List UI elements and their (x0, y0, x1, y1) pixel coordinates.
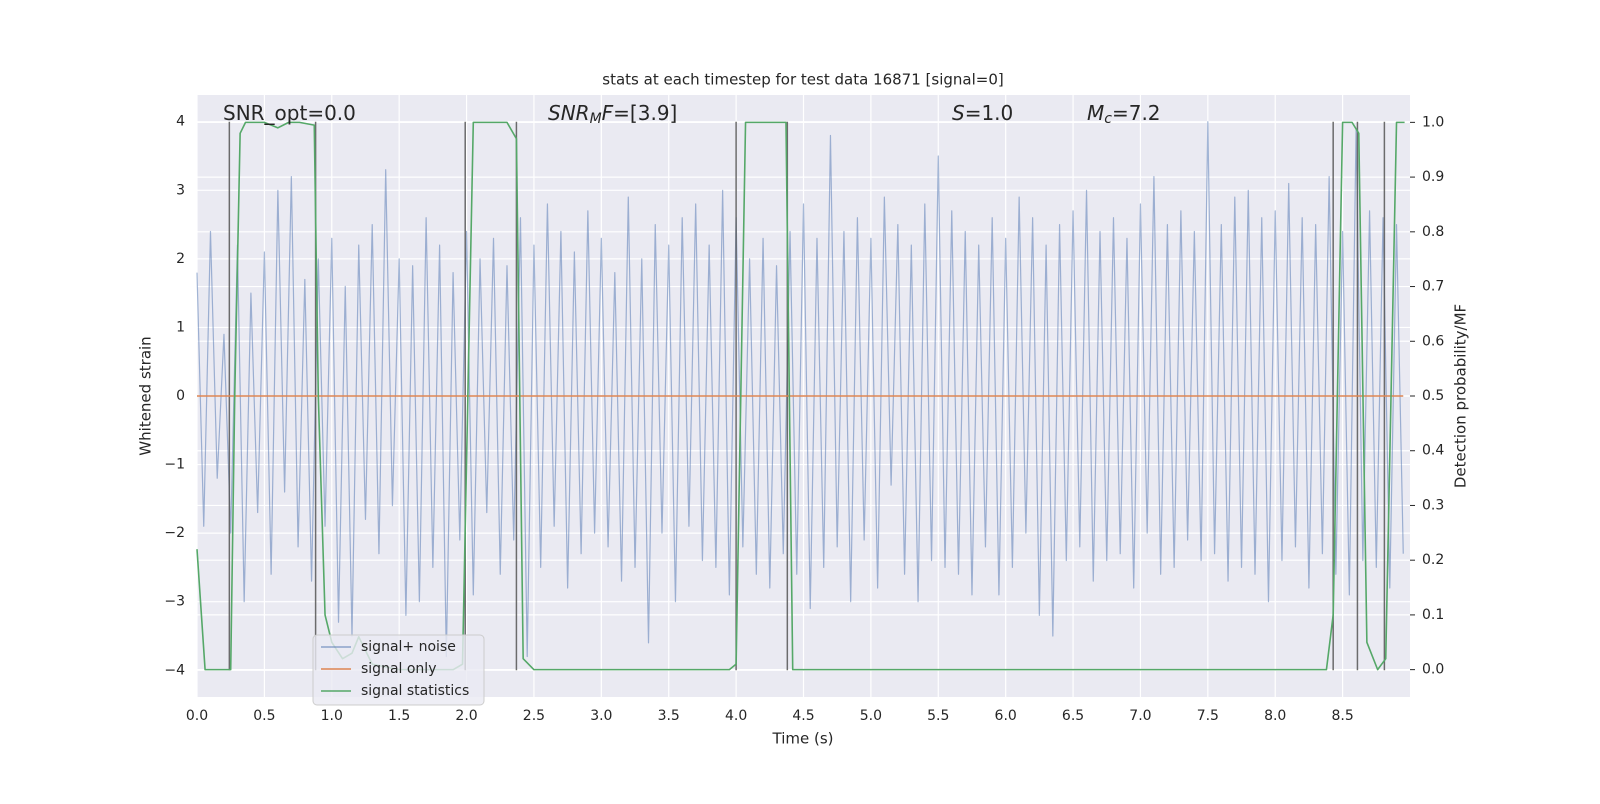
annotation-part: =1.0 (965, 101, 1014, 125)
x-tick-label: 7.0 (1129, 708, 1151, 724)
annotation-part: SNR_opt=0.0 (223, 101, 356, 125)
x-tick-label: 8.0 (1264, 708, 1286, 724)
y2-tick-label: 0.3 (1422, 497, 1444, 513)
y-tick-label: 3 (176, 182, 185, 198)
y-tick-label: 0 (176, 388, 185, 404)
y-tick-label: −4 (164, 662, 185, 678)
y2-tick-label: 0.7 (1422, 279, 1444, 295)
legend-label: signal only (361, 661, 436, 677)
y2-tick-label: 0.4 (1422, 443, 1444, 459)
x-tick-label: 8.5 (1331, 708, 1353, 724)
y2-tick-label: 0.9 (1422, 169, 1444, 185)
x-tick-label: 5.0 (860, 708, 882, 724)
x-tick-label: 2.5 (523, 708, 545, 724)
x-tick-label: 4.0 (725, 708, 747, 724)
series-line (196, 121, 1405, 671)
legend-label: signal statistics (361, 683, 469, 699)
x-tick-label: 2.0 (455, 708, 477, 724)
y2-tick-label: 0.0 (1422, 662, 1444, 678)
x-tick-label: 1.5 (388, 708, 410, 724)
x-tick-label: 3.5 (658, 708, 680, 724)
y2-tick-label: 0.2 (1422, 552, 1444, 568)
x-tick-label: 0.5 (253, 708, 275, 724)
y2-tick-label: 0.6 (1422, 333, 1444, 349)
annotation: S=1.0 (952, 101, 1013, 125)
y-tick-label: −1 (164, 457, 185, 473)
chart-title: stats at each timestep for test data 168… (602, 71, 1003, 89)
annotation-part: =7.2 (1112, 101, 1161, 125)
x-tick-label: 4.5 (792, 708, 814, 724)
marks (196, 121, 1405, 671)
y2-tick-label: 1.0 (1422, 114, 1444, 130)
legend-box (312, 634, 485, 706)
y-tick-label: 2 (176, 251, 185, 267)
y-tick-label: −2 (164, 525, 185, 541)
annotation-part: SNR (548, 101, 590, 125)
x-tick-label: 3.0 (590, 708, 612, 724)
y-axis-label: Whitened strain (137, 336, 155, 455)
x-tick-label: 0.0 (186, 708, 208, 724)
legend-label: signal+ noise (361, 639, 456, 655)
annotation-part: S (952, 101, 965, 125)
annotation-part: F (602, 101, 614, 125)
annotation-part: M (1087, 101, 1104, 125)
annotation: SNR_opt=0.0 (223, 101, 356, 125)
axes: 0.0 0.5 1.0 1.5 2.0 2.5 3.0 3.5 4.0 4.5 5.0 5.5 6.0 6… (164, 101, 1444, 725)
x-tick-label: 1.0 (321, 708, 343, 724)
y-tick-label: 4 (176, 114, 185, 130)
series-line (196, 121, 1404, 658)
y-tick-label: 1 (176, 319, 185, 335)
x-tick-label: 6.0 (995, 708, 1017, 724)
y2-tick-label: 0.8 (1422, 224, 1444, 240)
y-tick-label: −3 (164, 594, 185, 610)
y2-axis-label: Detection probability/MF (1452, 304, 1470, 488)
y2-tick-label: 0.5 (1422, 388, 1444, 404)
x-tick-label: 5.5 (927, 708, 949, 724)
annotation: SNRMF=[3.9] (548, 101, 677, 128)
x-tick-label: 6.5 (1062, 708, 1084, 724)
annotation-part: =[3.9] (613, 101, 677, 125)
x-axis-label: Time (s) (772, 730, 834, 748)
y2-tick-label: 0.1 (1422, 607, 1444, 623)
annotation-part: M (590, 111, 602, 127)
annotation: Mc=7.2 (1087, 101, 1161, 128)
x-tick-label: 7.5 (1197, 708, 1219, 724)
annotation-part: c (1104, 111, 1112, 127)
